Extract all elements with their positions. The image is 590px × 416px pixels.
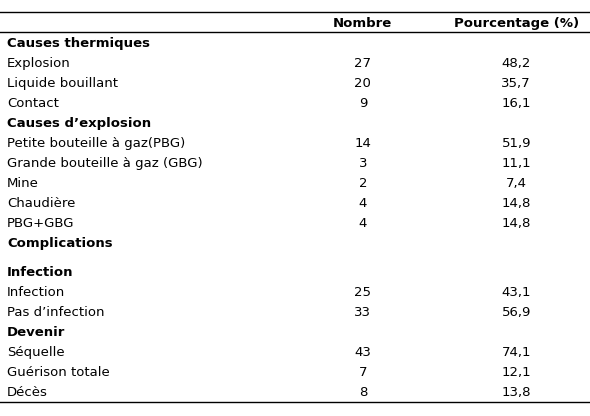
Text: Liquide bouillant: Liquide bouillant — [7, 77, 118, 90]
Text: Infection: Infection — [7, 286, 65, 300]
Text: 4: 4 — [359, 197, 367, 210]
Text: 25: 25 — [355, 286, 371, 300]
Text: 51,9: 51,9 — [502, 137, 531, 150]
Text: Chaudière: Chaudière — [7, 197, 76, 210]
Text: Décès: Décès — [7, 386, 48, 399]
Text: Explosion: Explosion — [7, 57, 71, 70]
Text: Devenir: Devenir — [7, 326, 65, 339]
Text: 14: 14 — [355, 137, 371, 150]
Text: 14,8: 14,8 — [502, 197, 531, 210]
Text: 7,4: 7,4 — [506, 177, 527, 190]
Text: Contact: Contact — [7, 97, 59, 110]
Text: 3: 3 — [359, 157, 367, 170]
Text: Petite bouteille à gaz(PBG): Petite bouteille à gaz(PBG) — [7, 137, 185, 150]
Text: Causes d’explosion: Causes d’explosion — [7, 117, 151, 130]
Text: 11,1: 11,1 — [502, 157, 531, 170]
Text: Pas d’infection: Pas d’infection — [7, 306, 104, 319]
Text: 9: 9 — [359, 97, 367, 110]
Text: 4: 4 — [359, 217, 367, 230]
Text: 43: 43 — [355, 346, 371, 359]
Text: 14,8: 14,8 — [502, 217, 531, 230]
Text: 12,1: 12,1 — [502, 366, 531, 379]
Text: 56,9: 56,9 — [502, 306, 531, 319]
Text: 48,2: 48,2 — [502, 57, 531, 70]
Text: 16,1: 16,1 — [502, 97, 531, 110]
Text: Pourcentage (%): Pourcentage (%) — [454, 17, 579, 30]
Text: Nombre: Nombre — [333, 17, 392, 30]
Text: PBG+GBG: PBG+GBG — [7, 217, 74, 230]
Text: 33: 33 — [355, 306, 371, 319]
Text: Complications: Complications — [7, 237, 113, 250]
Text: 8: 8 — [359, 386, 367, 399]
Text: Infection: Infection — [7, 267, 74, 280]
Text: 35,7: 35,7 — [502, 77, 531, 90]
Text: 27: 27 — [355, 57, 371, 70]
Text: 13,8: 13,8 — [502, 386, 531, 399]
Text: Séquelle: Séquelle — [7, 346, 65, 359]
Text: 74,1: 74,1 — [502, 346, 531, 359]
Text: Causes thermiques: Causes thermiques — [7, 37, 150, 50]
Text: 20: 20 — [355, 77, 371, 90]
Text: 7: 7 — [359, 366, 367, 379]
Text: 2: 2 — [359, 177, 367, 190]
Text: Mine: Mine — [7, 177, 39, 190]
Text: 43,1: 43,1 — [502, 286, 531, 300]
Text: Guérison totale: Guérison totale — [7, 366, 110, 379]
Text: Grande bouteille à gaz (GBG): Grande bouteille à gaz (GBG) — [7, 157, 203, 170]
